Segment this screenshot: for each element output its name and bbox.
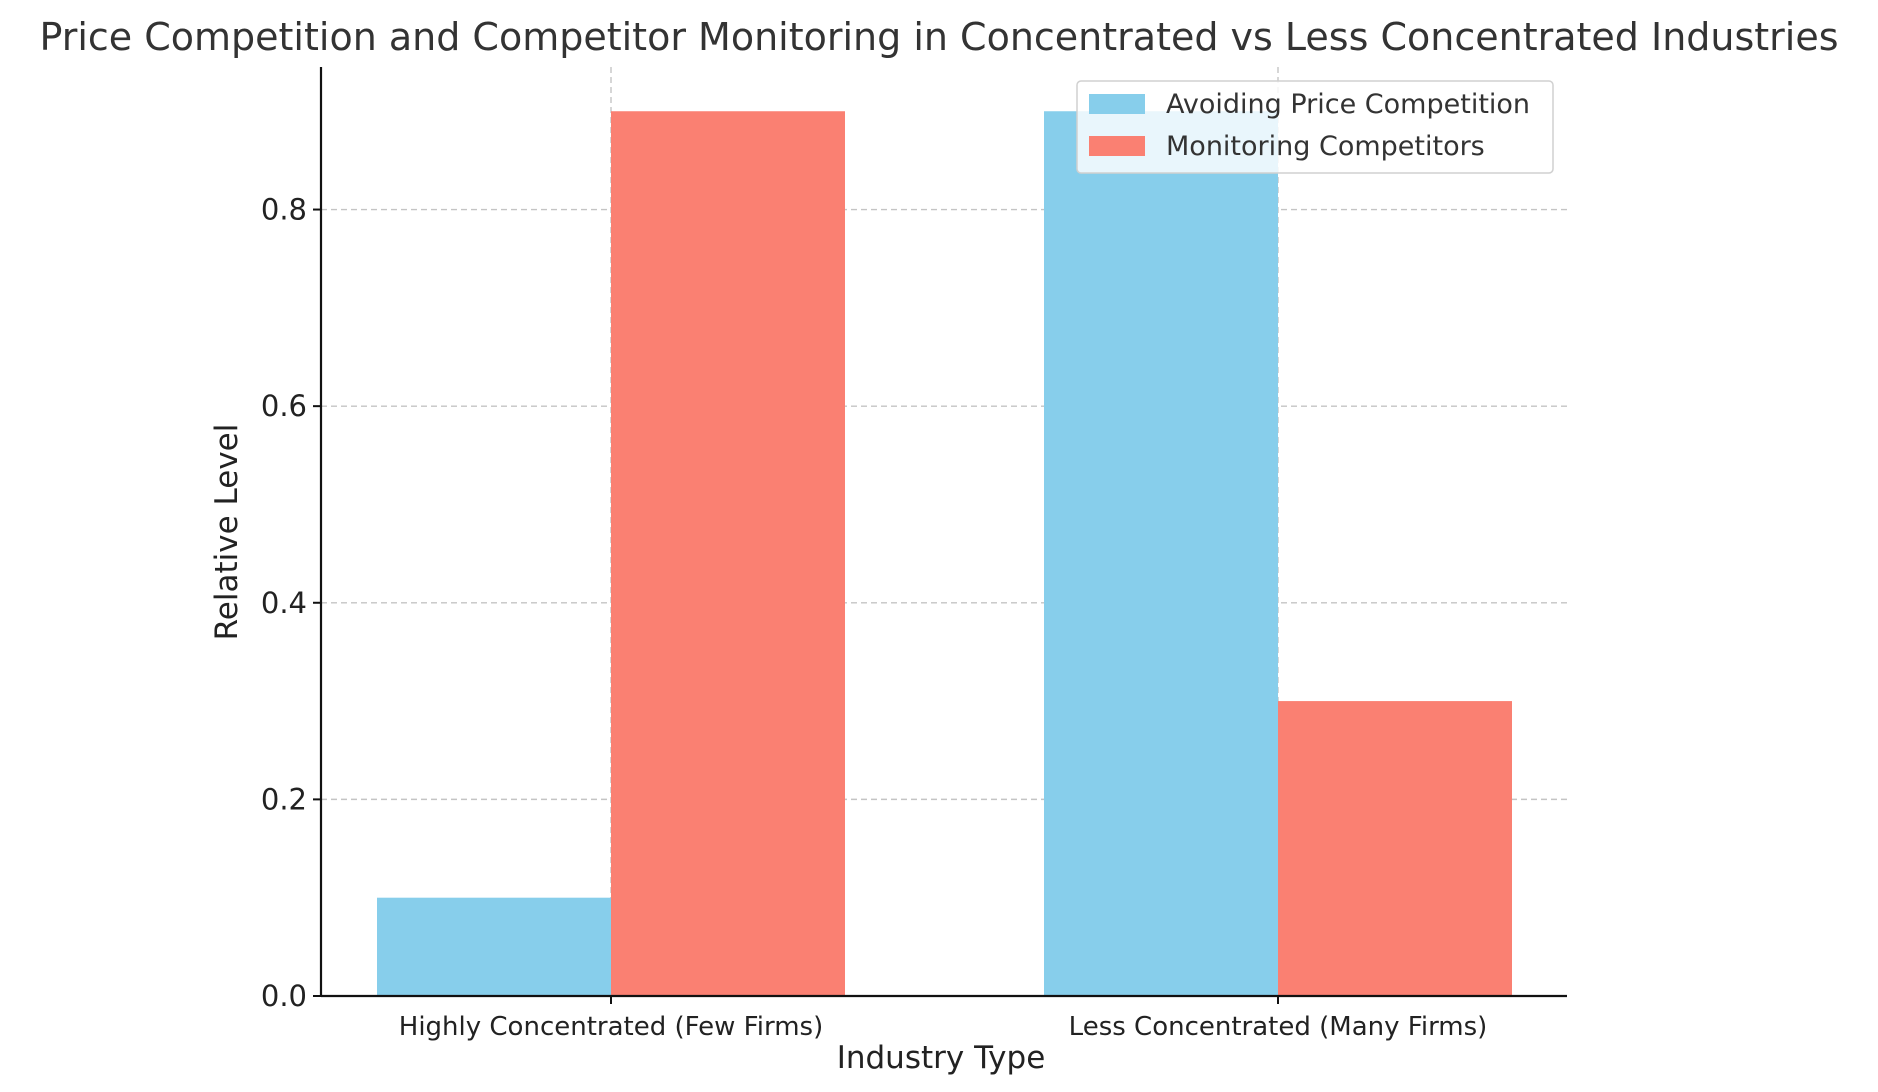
y-tick-label: 0.6 — [261, 389, 307, 423]
legend-label: Monitoring Competitors — [1166, 131, 1485, 162]
bar — [1278, 701, 1512, 996]
x-axis-label: Industry Type — [837, 1040, 1046, 1076]
x-tick-label: Less Concentrated (Many Firms) — [1069, 1012, 1488, 1042]
y-axis-label: Relative Level — [209, 424, 245, 641]
legend-label: Avoiding Price Competition — [1166, 89, 1530, 120]
y-tick-label: 0.0 — [261, 979, 307, 1013]
y-tick-label: 0.2 — [261, 782, 307, 816]
legend-swatch — [1089, 136, 1145, 156]
axes — [319, 67, 1567, 998]
x-ticks: Highly Concentrated (Few Firms) Less Conc… — [399, 996, 1488, 1042]
y-tick-label: 0.8 — [261, 193, 307, 227]
chart-title: Price Competition and Competitor Monitor… — [39, 15, 1838, 59]
legend-swatch — [1089, 94, 1145, 114]
bars — [377, 111, 1512, 996]
x-tick-label: Highly Concentrated (Few Firms) — [399, 1012, 823, 1042]
y-ticks: 0.0 0.2 0.4 0.6 0.8 — [261, 193, 321, 1013]
legend-box — [1076, 80, 1554, 174]
bar — [611, 111, 845, 996]
y-tick-label: 0.4 — [261, 586, 307, 620]
legend: Avoiding Price Competition Monitoring Com… — [1076, 80, 1554, 174]
bar — [1044, 111, 1278, 996]
bar — [377, 897, 611, 996]
